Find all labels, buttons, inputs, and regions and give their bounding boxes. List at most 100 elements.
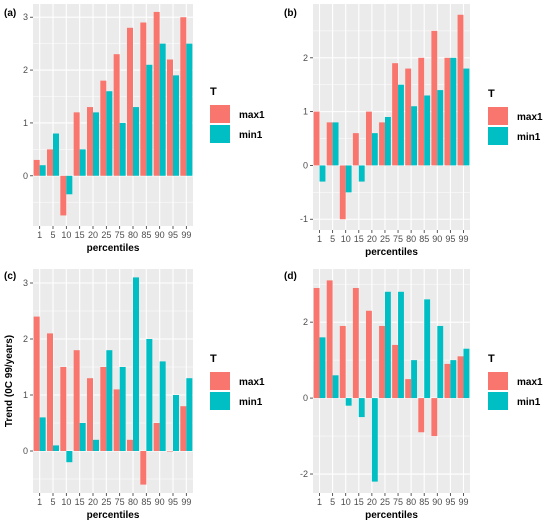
chart-3-xtick-label: 99 (181, 497, 191, 507)
chart-4-xtick-label: 99 (458, 497, 468, 507)
chart-3-bar-max1-75 (113, 389, 120, 451)
chart-2-legend-key-max1 (488, 107, 508, 125)
chart-4-bar-min1-15 (358, 398, 365, 418)
chart-1-bar-min1-95 (173, 75, 179, 176)
chart-1-legend-key-min1 (210, 125, 230, 143)
chart-3-bar-min1-75 (119, 367, 126, 451)
chart-1-xtick-label: 80 (128, 230, 138, 240)
chart-1-bar-max1-5 (47, 149, 53, 176)
chart-1-panel-tag: (a) (4, 8, 16, 19)
chart-3-bar-min1-25 (106, 350, 113, 451)
chart-1-bar-max1-1 (33, 159, 40, 176)
chart-2-xtick-label: 90 (432, 234, 442, 244)
chart-1-bar-min1-15 (79, 149, 86, 176)
chart-4-bar-min1-5 (332, 375, 339, 399)
chart-1-bar-min1-99 (186, 43, 193, 176)
chart-2-legend-label-min1: min1 (517, 132, 541, 143)
chart-1-bar-max1-20 (87, 107, 93, 176)
chart-2-bar-min1-20 (371, 133, 378, 166)
chart-1-bar-max1-99 (180, 17, 187, 176)
chart-4-ytick-label: -2 (300, 469, 308, 479)
chart-2-bar-max1-95 (444, 57, 451, 166)
chart-1-bar-min1-80 (133, 107, 139, 176)
chart-1-bar-min1-20 (93, 112, 99, 176)
chart-2-xlabel: percentiles (365, 247, 418, 258)
chart-1-xtick-label: 1 (37, 230, 42, 240)
chart-2-bar-min1-85 (424, 95, 431, 166)
chart-4-bar-min1-85 (424, 299, 431, 399)
chart-3-bar-max1-25 (100, 367, 107, 451)
chart-4-legend-key-min1 (488, 392, 508, 410)
chart-1-ytick-label: 2 (23, 65, 28, 75)
chart-3-ytick-label: 3 (23, 278, 28, 288)
chart-1-bar-max1-95 (167, 59, 173, 176)
chart-3-bar-max1-90 (153, 423, 160, 451)
chart-3-xtick-label: 75 (115, 497, 125, 507)
chart-1-ytick-label: 1 (23, 118, 28, 128)
chart-4-legend-label-min1: min1 (517, 397, 541, 408)
chart-2-bar-max1-85 (418, 57, 425, 166)
chart-3-xtick-label: 85 (141, 497, 151, 507)
chart-4-xtick-label: 1 (317, 497, 322, 507)
chart-3-bar-min1-1 (39, 417, 46, 451)
chart-1-xtick-label: 90 (155, 230, 165, 240)
chart-4-xtick-label: 5 (330, 497, 335, 507)
chart-2-bar-min1-99 (463, 68, 470, 166)
chart-4-bar-min1-10 (345, 398, 352, 406)
chart-2-xtick-label: 15 (354, 234, 364, 244)
chart-3-xtick-label: 10 (61, 497, 71, 507)
chart-3-legend-title: T (210, 353, 217, 365)
chart-1-bar-min1-85 (146, 64, 153, 176)
chart-4-xtick-label: 95 (445, 497, 455, 507)
chart-2-bar-min1-95 (450, 57, 457, 166)
chart-2-bar-min1-90 (437, 90, 444, 166)
chart-4-legend-title: T (488, 353, 495, 365)
chart-4-ytick-label: 0 (303, 393, 308, 403)
chart-3-xtick-label: 95 (168, 497, 178, 507)
chart-4-ytick-label: 2 (303, 317, 308, 327)
chart-3-legend-key-max1 (210, 372, 230, 390)
chart-2-legend-title: T (488, 88, 495, 100)
chart-4-bar-max1-1 (313, 287, 320, 399)
chart-3-bar-min1-90 (159, 361, 166, 451)
chart-2-bar-min1-5 (332, 122, 339, 166)
chart-3-bar-min1-85 (146, 339, 153, 451)
chart-4-bar-max1-95 (444, 363, 451, 399)
chart-1-bar-min1-10 (66, 175, 73, 195)
chart-2-xtick-label: 80 (406, 234, 416, 244)
chart-2-xtick-label: 75 (393, 234, 403, 244)
chart-3-bar-min1-80 (133, 277, 139, 451)
chart-3-xtick-label: 25 (101, 497, 111, 507)
chart-1-bar-max1-10 (60, 175, 67, 216)
chart-4-xtick-label: 75 (393, 497, 403, 507)
chart-2-panel-tag: (b) (284, 8, 297, 19)
chart-1-xtick-label: 5 (50, 230, 55, 240)
chart-3-xtick-label: 1 (37, 497, 42, 507)
chart-3-bar-max1-95 (167, 451, 173, 452)
chart-3-legend-key-min1 (210, 392, 230, 410)
chart-3-bar-max1-85 (140, 451, 147, 485)
chart-1-ytick-label: 3 (23, 12, 28, 22)
chart-3-panel-tag: (c) (4, 271, 16, 282)
chart-1-bar-max1-80 (127, 27, 133, 176)
chart-3-bar-max1-20 (87, 378, 93, 451)
chart-3-xtick-label: 20 (88, 497, 98, 507)
chart-3-ylabel: Trend (0C 99/years) (4, 335, 15, 427)
chart-3-bar-max1-10 (60, 367, 67, 451)
chart-4-xtick-label: 80 (406, 497, 416, 507)
chart-2-xtick-label: 25 (380, 234, 390, 244)
chart-4-bar-min1-75 (398, 291, 404, 399)
chart-2-bar-max1-99 (457, 14, 464, 166)
chart-3-bar-max1-99 (180, 406, 187, 451)
chart-2-bar-max1-25 (379, 122, 385, 166)
chart-2-bar-min1-80 (411, 106, 418, 166)
chart-1-xtick-label: 20 (88, 230, 98, 240)
chart-3-panel-background (33, 269, 193, 493)
chart-3-xtick-label: 90 (155, 497, 165, 507)
chart-2-bar-max1-75 (392, 63, 399, 166)
chart-1-bar-max1-25 (100, 80, 107, 176)
chart-4-bar-max1-15 (352, 287, 359, 399)
chart-4-bar-max1-85 (418, 398, 425, 433)
chart-3-bar-max1-80 (127, 439, 133, 451)
